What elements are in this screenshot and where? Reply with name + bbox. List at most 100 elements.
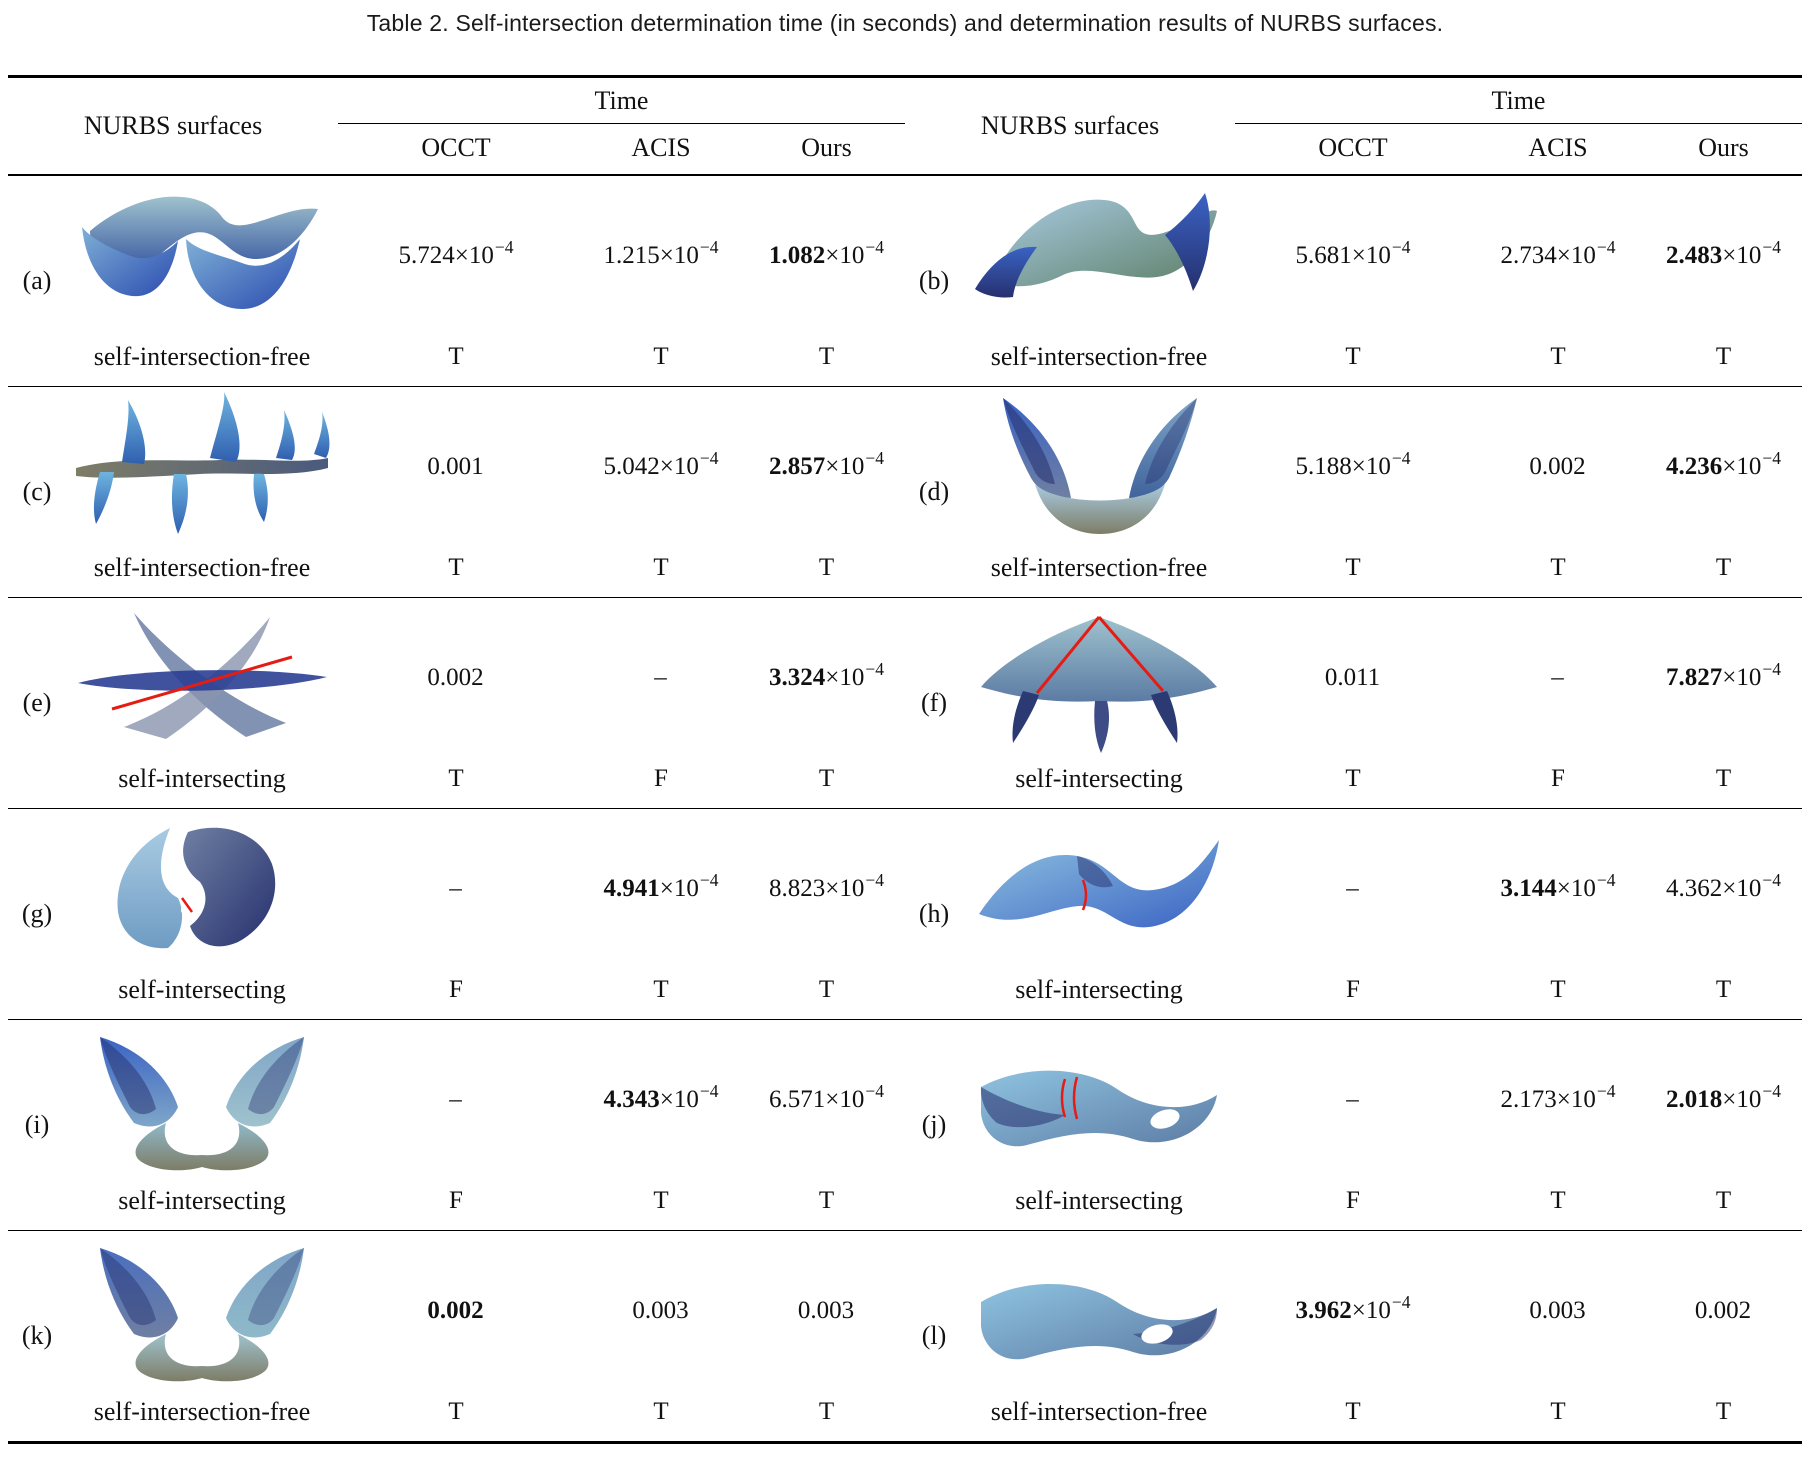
time-value: – <box>449 1086 462 1113</box>
result-flag: T <box>653 554 669 581</box>
surface-cell <box>963 809 1235 969</box>
time-value: 4.362×10−4 <box>1666 869 1781 902</box>
red-intersection-curve <box>1060 1078 1066 1118</box>
surface-caption: self-intersecting <box>118 975 286 1004</box>
time-value: 0.002 <box>427 664 484 691</box>
surface-caption: self-intersecting <box>118 764 286 793</box>
surface-cell <box>963 387 1235 547</box>
time-value: 0.002 <box>1529 453 1586 480</box>
time-rule <box>1235 123 1802 124</box>
time-value: 4.343×10−4 <box>603 1080 719 1113</box>
red-intersection-curve <box>1081 879 1087 911</box>
red-intersection-curve <box>1072 1076 1078 1120</box>
header-surfaces-left: NURBS surfaces <box>83 111 263 140</box>
time-value: – <box>1346 875 1359 902</box>
result-flag: T <box>1345 765 1361 792</box>
table-row: (e) 0.002 – 3.324×10−4 self-intersecting… <box>8 597 1802 808</box>
result-flag: T <box>818 343 835 370</box>
surface-cell <box>963 598 1235 758</box>
time-value: 0.011 <box>1324 664 1381 691</box>
result-flag: T <box>1715 765 1732 792</box>
result-flag: T <box>1715 554 1732 581</box>
time-value: 7.827×10−4 <box>1666 658 1781 691</box>
table-caption: Table 2. Self-intersection determination… <box>366 10 1444 36</box>
header-time-label: Time <box>594 86 649 115</box>
table-row: (c) 0.001 5.042×10−4 2.857×10−4 self-int… <box>8 386 1802 597</box>
surface-cell <box>66 176 338 336</box>
surface-g-thumbnail <box>116 827 275 949</box>
time-value: 2.857×10−4 <box>769 447 884 480</box>
table-row: (i) – 4.343×10−4 6.571×10−4 self-interse… <box>8 1019 1802 1230</box>
time-value: 2.483×10−4 <box>1666 236 1781 269</box>
time-value: 5.724×10−4 <box>398 236 514 269</box>
surface-f-thumbnail <box>980 616 1217 753</box>
result-flag: T <box>818 554 835 581</box>
surface-hole <box>1140 1324 1173 1344</box>
time-value: – <box>1346 1086 1359 1113</box>
row-label: (e) <box>22 688 52 717</box>
surface-cell <box>963 1231 1235 1391</box>
time-value: 5.681×10−4 <box>1295 236 1411 269</box>
table-row: (k) 0.002 0.003 0.003 self-intersection-… <box>8 1230 1802 1441</box>
result-flag: T <box>1715 343 1732 370</box>
result-flag: T <box>1550 976 1566 1003</box>
header-time-group-left: Time OCCT ACIS Ours <box>338 78 905 174</box>
surface-l-thumbnail <box>980 1283 1217 1360</box>
surface-caption: self-intersection-free <box>990 342 1208 371</box>
result-flag: T <box>1550 554 1566 581</box>
header-surfaces-right: NURBS surfaces <box>980 111 1160 140</box>
time-value: 0.003 <box>797 1297 855 1324</box>
surface-b-thumbnail <box>974 193 1217 298</box>
result-flag: T <box>1715 1398 1732 1425</box>
surface-h-thumbnail <box>978 840 1219 928</box>
header-time-group-right: Time OCCT ACIS Ours <box>1235 78 1802 174</box>
surface-caption: self-intersection-free <box>93 553 311 582</box>
result-flag: T <box>448 765 464 792</box>
time-value: 2.734×10−4 <box>1500 236 1616 269</box>
surface-a-thumbnail <box>81 196 318 309</box>
surface-caption: self-intersecting <box>118 1186 286 1215</box>
result-flag: T <box>818 1187 835 1214</box>
time-value: 2.018×10−4 <box>1666 1080 1781 1113</box>
result-flag: T <box>1550 1187 1566 1214</box>
surface-caption: self-intersection-free <box>990 553 1208 582</box>
results-table: NURBS surfaces Time OCCT ACIS Ours NURBS… <box>8 75 1802 1444</box>
row-label: (d) <box>918 477 950 506</box>
row-label: (f) <box>921 688 947 717</box>
time-value: – <box>449 875 462 902</box>
result-flag: T <box>448 554 464 581</box>
time-value: 1.082×10−4 <box>769 236 884 269</box>
result-flag: T <box>1345 1398 1361 1425</box>
result-flag: T <box>1345 554 1361 581</box>
surface-cell <box>66 809 338 969</box>
time-value: 3.144×10−4 <box>1500 869 1616 902</box>
time-value: 0.003 <box>632 1297 689 1324</box>
result-flag: T <box>1550 1398 1566 1425</box>
result-flag: T <box>448 343 464 370</box>
surface-c-thumbnail <box>75 392 329 534</box>
time-value: 5.042×10−4 <box>603 447 719 480</box>
header-col-ours: Ours <box>801 133 852 162</box>
time-value: – <box>1551 664 1564 691</box>
row-label: (c) <box>22 477 52 506</box>
table-row: (g) – 4.941×10−4 8.823×10−4 self-interse… <box>8 808 1802 1019</box>
result-flag: T <box>818 765 835 792</box>
result-flag: T <box>653 976 669 1003</box>
surface-d-thumbnail <box>1002 398 1197 534</box>
time-value: 3.962×10−4 <box>1295 1291 1411 1324</box>
result-flag: T <box>1715 976 1732 1003</box>
time-value: 4.236×10−4 <box>1666 447 1781 480</box>
time-rule <box>338 123 905 124</box>
time-value: 1.215×10−4 <box>603 236 719 269</box>
result-flag: T <box>818 1398 835 1425</box>
result-flag: T <box>448 1398 464 1425</box>
surface-cell <box>66 598 338 758</box>
row-label: (k) <box>21 1321 53 1350</box>
surface-cell <box>66 1020 338 1180</box>
red-intersection-curve <box>111 655 292 711</box>
surface-caption: self-intersecting <box>1015 764 1183 793</box>
surface-k-thumbnail <box>99 1248 304 1382</box>
header-col-occt: OCCT <box>1318 133 1388 162</box>
surface-hole <box>1149 1109 1180 1129</box>
result-flag: F <box>449 976 463 1003</box>
